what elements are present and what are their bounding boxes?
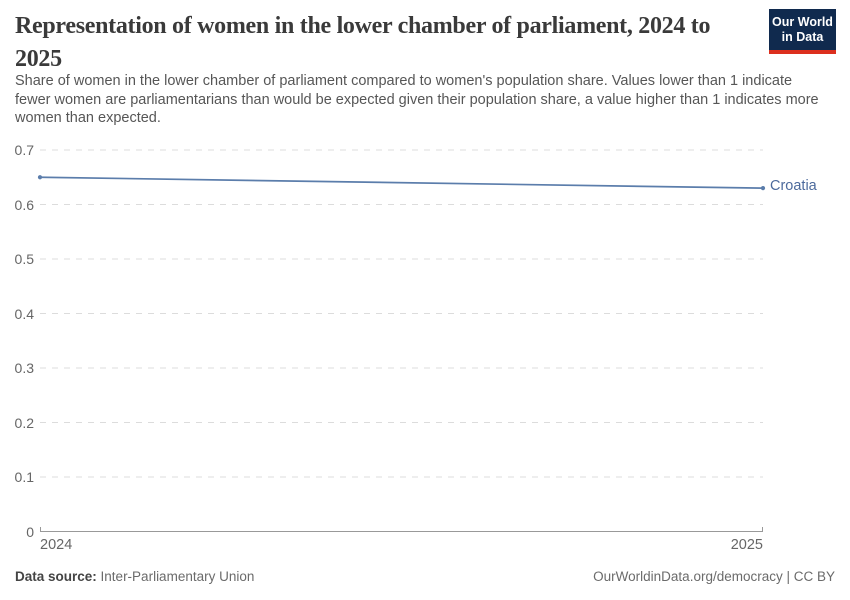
y-axis-tick-label: 0.2 [14,414,34,431]
chart-footer: Data source: Inter-Parliamentary Union O… [15,569,835,584]
data-source-label: Data source: [15,569,97,584]
y-axis-tick-label: 0.5 [14,251,34,267]
data-source: Data source: Inter-Parliamentary Union [15,569,254,584]
page-title: Representation of women in the lower cha… [15,13,711,72]
series-line [39,176,764,189]
y-axis-tick-label: 0 [26,523,34,540]
owid-logo: Our World in Data [769,9,836,54]
y-axis-tick-label: 0.1 [14,469,34,485]
x-axis-tick-label: 2025 [730,537,763,553]
y-axis-tick-label: 0.3 [14,360,34,376]
chart-subtitle: Share of women in the lower chamber of p… [15,73,819,126]
y-axis-tick-label: 0.6 [14,196,34,213]
owid-logo-line2: in Data [781,30,824,44]
y-axis-tick-label: 0.4 [14,305,34,322]
series-entity-label: Croatia [770,178,817,195]
data-source-value: Inter-Parliamentary Union [100,569,255,584]
owid-logo-line1: Our World [772,15,833,29]
credit-line: OurWorldinData.org/democracy | CC BY [593,569,835,584]
data-point [760,186,766,191]
data-point [37,175,43,180]
y-axis-tick-label: 0.7 [14,142,34,158]
x-axis-tick-label: 2024 [40,537,73,553]
